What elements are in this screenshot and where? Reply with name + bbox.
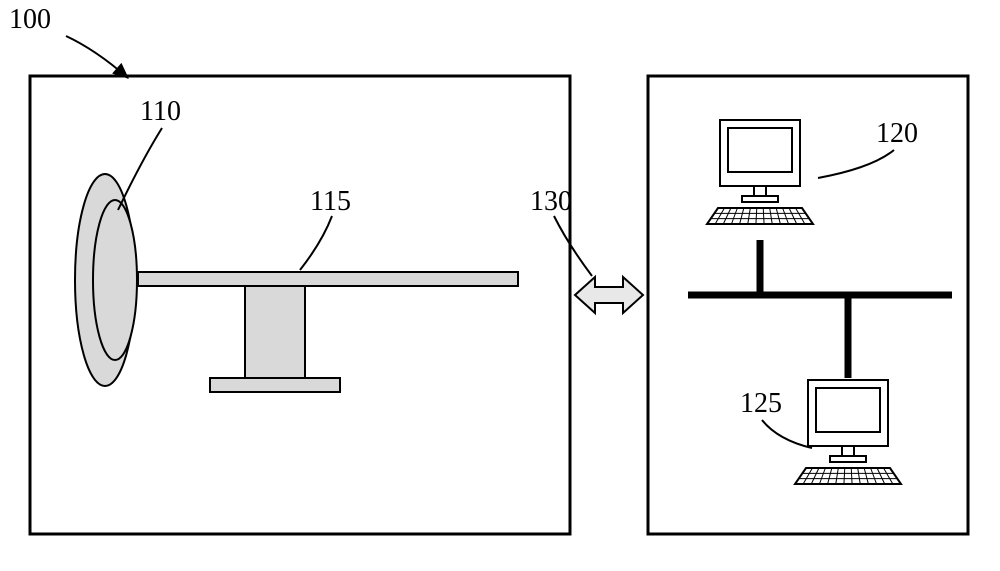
- scanner-table: [138, 272, 518, 286]
- label-125: 125: [740, 388, 782, 420]
- leader-115: [300, 216, 332, 270]
- monitor-neck: [842, 446, 854, 456]
- leader-110: [118, 128, 162, 210]
- leader-125: [762, 420, 812, 448]
- label-120: 120: [876, 118, 918, 150]
- diagram-stage: 100 110 115 130 120 125: [0, 0, 1000, 571]
- label-115: 115: [310, 186, 351, 218]
- diagram-svg: [0, 0, 1000, 571]
- computer-120: [707, 120, 813, 224]
- monitor-stand: [742, 196, 778, 202]
- label-100: 100: [9, 4, 51, 36]
- monitor-neck: [754, 186, 766, 196]
- leader-120: [818, 150, 894, 178]
- connection-arrow: [575, 277, 643, 313]
- monitor-screen: [728, 128, 792, 172]
- label-110: 110: [140, 96, 181, 128]
- label-130: 130: [530, 186, 572, 218]
- monitor-stand: [830, 456, 866, 462]
- scanner-base: [210, 378, 340, 392]
- scanner-pedestal: [245, 286, 305, 378]
- leader-130: [554, 216, 592, 276]
- scanner-gantry-inner: [93, 200, 137, 360]
- computer-125: [795, 380, 901, 484]
- frame-control-room: [648, 76, 968, 534]
- monitor-screen: [816, 388, 880, 432]
